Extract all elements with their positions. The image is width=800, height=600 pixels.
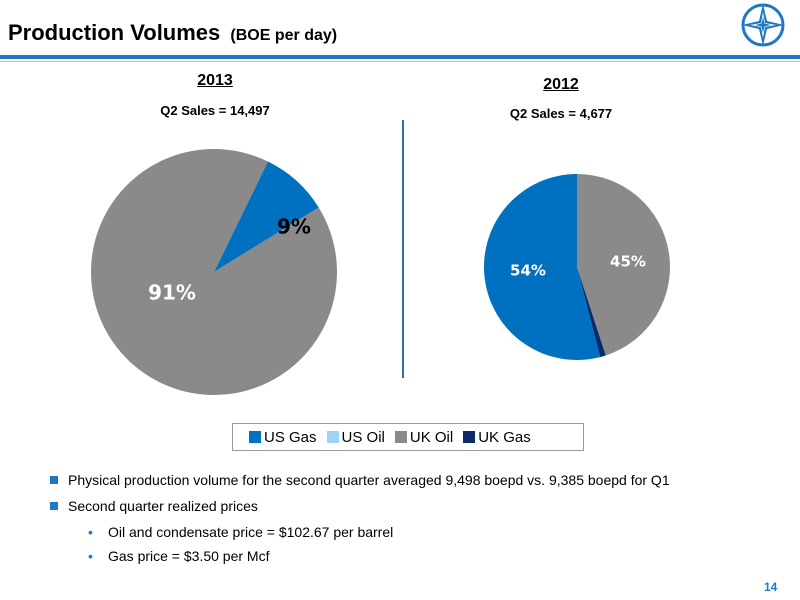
header-rule-thin	[0, 61, 800, 62]
dot-bullet-icon: •	[88, 548, 93, 564]
pie-slice-us-gas	[483, 174, 601, 360]
pie-slice-uk-oil	[91, 149, 338, 396]
chart-divider	[402, 120, 404, 378]
compass-logo-icon	[741, 3, 785, 47]
bullet-item: Physical production volume for the secon…	[48, 470, 788, 496]
square-bullet-icon	[50, 476, 58, 484]
chart-2012-title: 2012	[543, 76, 579, 93]
header: Production Volumes (BOE per day)	[0, 0, 800, 62]
pie-chart-2013: 9% 91%	[91, 149, 338, 396]
bullet-list: Physical production volume for the secon…	[48, 470, 788, 570]
bullet-item: Second quarter realized prices	[48, 496, 788, 522]
legend-label: US Oil	[341, 428, 385, 446]
pie-chart-2012: 45% 54%	[483, 174, 670, 360]
legend-label: UK Oil	[409, 428, 454, 446]
legend-label: UK Gas	[478, 428, 531, 446]
data-label-us-gas: 54%	[510, 262, 546, 280]
chart-2012-subtitle: Q2 Sales = 4,677	[509, 106, 613, 121]
chart-2013-subtitle: Q2 Sales = 14,497	[160, 103, 270, 118]
pie-slice-us-gas	[214, 161, 319, 272]
data-label-uk-oil: 91%	[148, 281, 196, 305]
legend-item-uk-oil: UK Oil	[394, 428, 454, 446]
pie-slice-uk-gas	[577, 267, 606, 358]
dot-bullet-icon: •	[88, 524, 93, 540]
pie-slice-uk-oil	[577, 174, 670, 356]
data-label-us-gas: 9%	[277, 215, 311, 239]
legend-swatch-uk-gas	[463, 431, 476, 443]
legend-item-us-oil: US Oil	[326, 428, 385, 446]
sub-bullet-item: • Gas price = $3.50 per Mcf	[88, 548, 270, 564]
legend-swatch-uk-oil	[394, 431, 407, 443]
chart-2013-title: 2013	[197, 72, 233, 89]
legend-swatch-us-oil	[326, 431, 339, 443]
legend-label: US Gas	[264, 428, 317, 446]
legend-swatch-us-gas	[249, 431, 261, 443]
data-label-uk-oil: 45%	[610, 253, 646, 271]
chart-legend: US Gas US Oil UK Oil UK Gas	[232, 423, 584, 451]
header-rule	[0, 55, 800, 59]
page-number: 14	[764, 580, 778, 594]
legend-item-uk-gas: UK Gas	[463, 429, 531, 446]
legend-item-us-gas: US Gas	[249, 429, 317, 446]
sub-bullet-item: • Oil and condensate price = $102.67 per …	[88, 524, 394, 540]
page-title: Production Volumes (BOE per day)	[8, 20, 338, 45]
square-bullet-icon	[50, 502, 58, 510]
page-subtitle: (BOE per day)	[230, 27, 338, 44]
